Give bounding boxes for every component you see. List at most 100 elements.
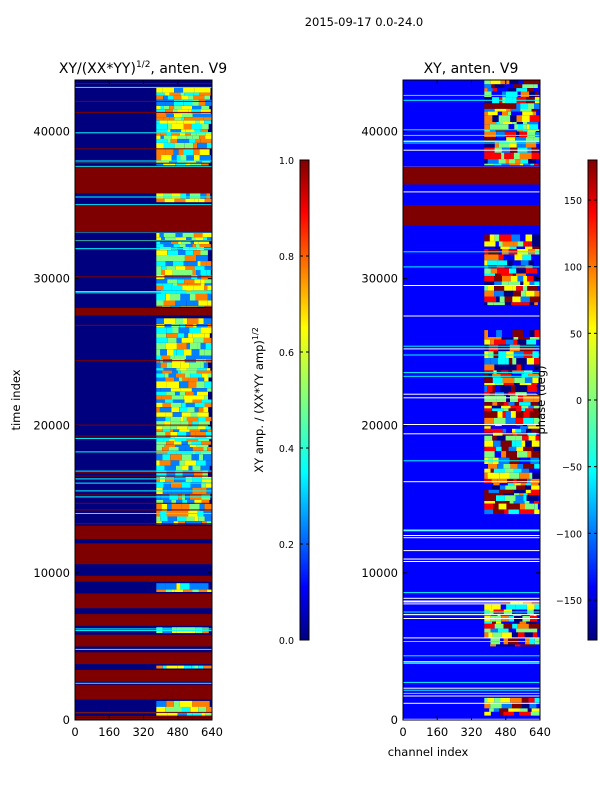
heatmap-cell bbox=[203, 665, 212, 669]
heatmap-cell bbox=[184, 279, 195, 284]
heatmap-cell bbox=[484, 501, 496, 504]
heatmap-cell bbox=[494, 234, 500, 242]
heatmap-cell bbox=[167, 123, 172, 130]
heatmap-cell bbox=[169, 293, 181, 301]
heatmap-cell bbox=[507, 260, 513, 266]
heatmap-cell bbox=[173, 706, 182, 713]
heatmap-cell bbox=[487, 111, 498, 116]
heatmap-cell bbox=[163, 285, 172, 291]
saturated-band bbox=[75, 614, 212, 626]
heatmap-cell bbox=[484, 260, 488, 266]
heatmap-cell bbox=[194, 87, 205, 93]
heatmap-cell bbox=[190, 432, 196, 437]
heatmap-cell bbox=[190, 706, 199, 713]
heatmap-cell bbox=[504, 644, 515, 647]
heatmap-cell bbox=[494, 428, 503, 433]
heatmap-cell bbox=[494, 697, 501, 703]
heatmap-cell bbox=[178, 241, 182, 245]
heatmap-cell bbox=[525, 485, 532, 490]
heatmap-cell bbox=[528, 426, 540, 429]
saturated-band bbox=[75, 684, 212, 700]
heatmap-cell bbox=[515, 440, 522, 447]
heatmap-cell bbox=[515, 417, 524, 425]
heatmap-cell bbox=[196, 460, 206, 466]
heatmap-cell bbox=[184, 333, 189, 338]
heatmap-cell bbox=[190, 241, 194, 245]
heatmap-cell bbox=[515, 137, 526, 142]
heatmap-cell bbox=[501, 632, 512, 639]
heatmap-cell bbox=[531, 451, 540, 458]
heatmap-cell bbox=[529, 472, 533, 479]
heatmap-cell bbox=[171, 135, 178, 139]
heatmap-cell bbox=[516, 142, 522, 148]
heatmap-streak bbox=[75, 648, 212, 650]
heatmap-cell bbox=[512, 428, 516, 433]
heatmap-streak bbox=[403, 345, 540, 347]
heatmap-cell bbox=[194, 395, 205, 400]
heatmap-cell bbox=[532, 111, 537, 116]
heatmap-cell bbox=[484, 159, 488, 164]
heatmap-cell bbox=[484, 385, 488, 393]
heatmap-cell bbox=[198, 388, 203, 392]
heatmap-cell bbox=[204, 504, 212, 511]
heatmap-cell bbox=[505, 468, 514, 473]
heatmap-cell bbox=[204, 381, 212, 389]
heatmap-cell bbox=[522, 84, 534, 88]
heatmap-cell bbox=[529, 468, 540, 473]
heatmap-cell bbox=[199, 148, 210, 155]
heatmap-cell bbox=[173, 113, 182, 118]
heatmap-cell bbox=[187, 160, 197, 163]
heatmap-cell bbox=[504, 296, 513, 303]
heatmap-cell bbox=[156, 391, 167, 396]
heatmap-cell bbox=[165, 342, 177, 350]
heatmap-cell bbox=[181, 454, 192, 461]
heatmap-cell bbox=[484, 405, 492, 409]
heatmap-cell bbox=[532, 370, 539, 374]
heatmap-cell bbox=[168, 438, 175, 442]
heatmap-cell bbox=[198, 99, 206, 106]
heatmap-cell bbox=[497, 111, 503, 116]
heatmap-cell bbox=[528, 405, 534, 409]
heatmap-streak bbox=[403, 129, 540, 131]
heatmap-streak bbox=[75, 111, 212, 113]
heatmap-cell bbox=[204, 349, 212, 356]
heatmap-cell bbox=[496, 370, 502, 374]
heatmap-cell bbox=[184, 117, 194, 121]
heatmap-cell bbox=[163, 233, 176, 238]
heatmap-cell bbox=[171, 402, 182, 408]
heatmap-cell bbox=[156, 470, 167, 477]
heatmap-cell bbox=[205, 482, 212, 488]
heatmap-cell bbox=[185, 198, 195, 203]
heatmap-cell bbox=[489, 124, 501, 130]
heatmap-cell bbox=[203, 117, 212, 121]
heatmap-cell bbox=[164, 198, 175, 203]
heatmap-cell bbox=[166, 327, 173, 334]
heatmap-cell bbox=[192, 477, 202, 482]
heatmap-cell bbox=[493, 468, 505, 473]
heatmap-cell bbox=[484, 604, 492, 610]
heatmap-cell bbox=[207, 373, 212, 378]
heatmap-cell bbox=[183, 148, 194, 155]
x-tick-label: 320 bbox=[461, 725, 483, 739]
heatmap-cell bbox=[172, 327, 179, 334]
heatmap-cell bbox=[502, 91, 506, 98]
heatmap-streak bbox=[75, 248, 212, 250]
heatmap-cell bbox=[504, 495, 516, 501]
heatmap-cell bbox=[508, 402, 515, 406]
heatmap-cell bbox=[173, 349, 177, 356]
heatmap-cell bbox=[193, 95, 205, 100]
heatmap-cell bbox=[527, 451, 532, 458]
heatmap-cell bbox=[187, 283, 197, 286]
heatmap-cell bbox=[189, 342, 198, 350]
heatmap-cell bbox=[178, 148, 184, 155]
heatmap-streak bbox=[403, 692, 540, 694]
heatmap-cell bbox=[484, 711, 491, 716]
heatmap-cell bbox=[185, 391, 189, 396]
heatmap-cell bbox=[529, 91, 536, 98]
heatmap-cell bbox=[180, 388, 192, 392]
heatmap-cell bbox=[493, 483, 500, 486]
heatmap-cell bbox=[156, 426, 163, 430]
heatmap-cell bbox=[509, 344, 520, 352]
heatmap-cell bbox=[199, 244, 211, 248]
heatmap-cell bbox=[180, 450, 193, 455]
